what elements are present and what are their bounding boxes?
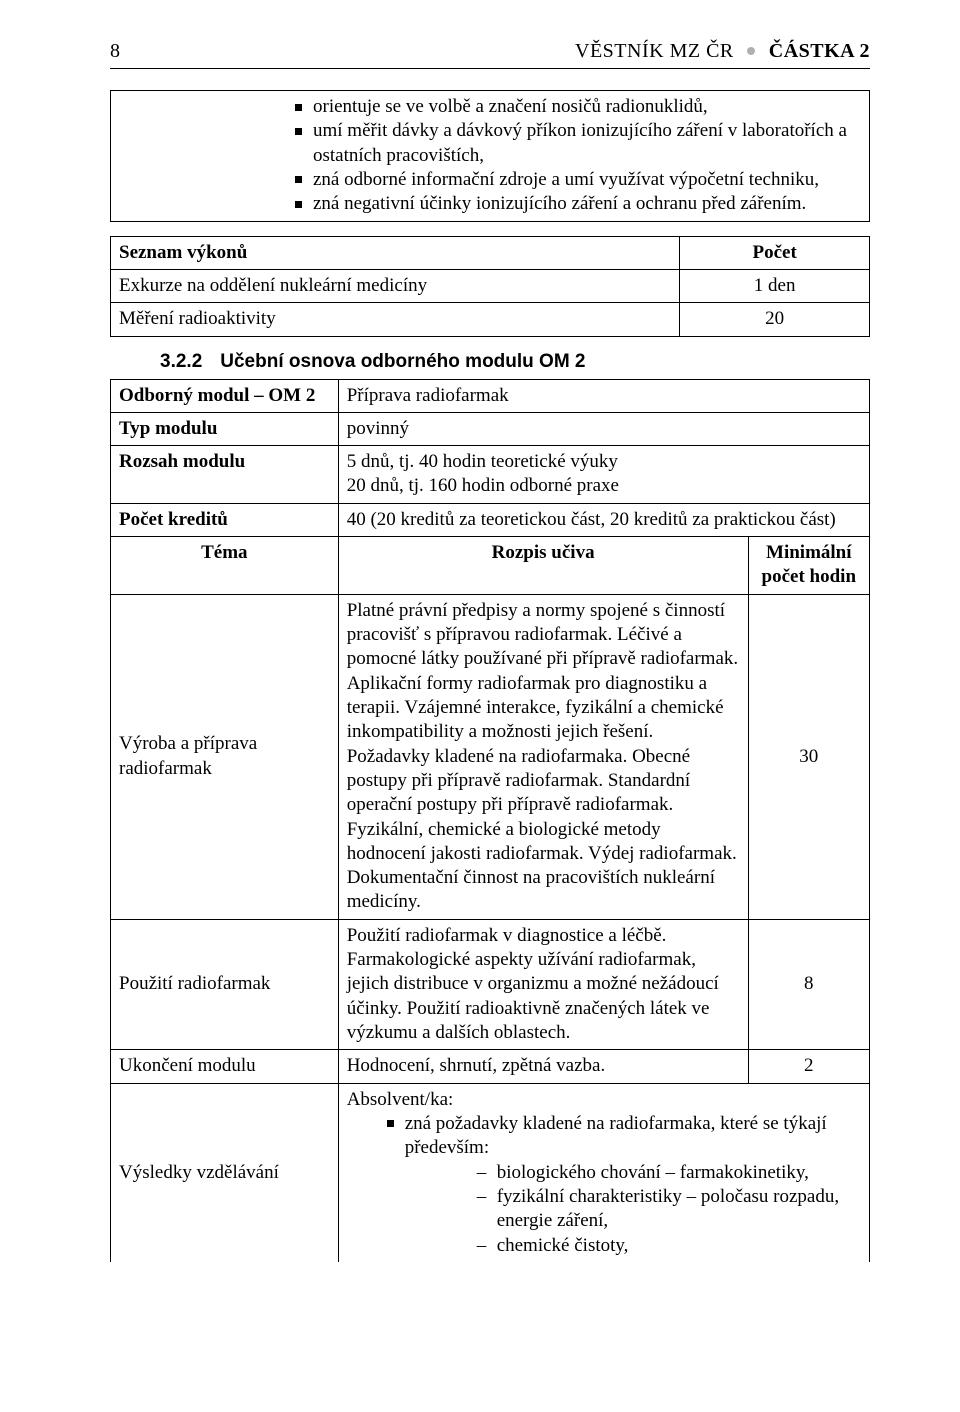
list-item: zná odborné informační zdroje a umí využ… <box>295 168 861 192</box>
extent-line2: 20 dnů, tj. 160 hodin odborné praxe <box>347 475 619 496</box>
closing-value: Hodnocení, shrnutí, zpětná vazba. <box>338 1050 748 1083</box>
module-credits-label: Počet kreditů <box>111 503 339 536</box>
module-extent-label: Rozsah modulu <box>111 446 339 504</box>
outcomes-bullet-text: zná požadavky kladené na radiofarmaka, k… <box>405 1113 827 1158</box>
table-row: Měření radioaktivity 20 <box>111 303 870 336</box>
perf-label: Měření radioaktivity <box>111 303 680 336</box>
module-table: Odborný modul – OM 2 Příprava radiofarma… <box>110 379 870 1262</box>
table-row: Exkurze na oddělení nukleární medicíny 1… <box>111 269 870 302</box>
closing-label: Ukončení modulu <box>111 1050 339 1083</box>
content-head-hours: Minimální počet hodin <box>748 537 869 595</box>
content-hours: 30 <box>748 594 869 919</box>
table-row: Typ modulu povinný <box>111 412 870 445</box>
module-type-value: povinný <box>338 412 869 445</box>
list-item: orientuje se ve volbě a značení nosičů r… <box>295 95 861 119</box>
content-head-topic: Téma <box>111 537 339 595</box>
section-number: 3.2.2 <box>160 351 202 372</box>
header-rule <box>110 68 870 69</box>
intro-bullets-cell: orientuje se ve volbě a značení nosičů r… <box>111 91 870 222</box>
list-item: biologického chování – farmakokinetiky, <box>477 1161 861 1185</box>
outcomes-sublist: biologického chování – farmakokinetiky, … <box>405 1161 861 1258</box>
section-heading: 3.2.2 Učební osnova odborného modulu OM 2 <box>160 351 870 373</box>
content-topic: Použití radiofarmak <box>111 919 339 1050</box>
perf-value: 20 <box>680 303 870 336</box>
page-header: 8 VĚSTNÍK MZ ČR ČÁSTKA 2 <box>110 40 870 72</box>
issue-label: ČÁSTKA 2 <box>769 40 870 62</box>
content-body: Platné právní předpisy a normy spojené s… <box>338 594 748 919</box>
module-name-label: Odborný modul – OM 2 <box>111 379 339 412</box>
content-body: Použití radiofarmak v diagnostice a léčb… <box>338 919 748 1050</box>
hours-head-line1: Minimální <box>766 542 852 563</box>
hours-head-line2: počet hodin <box>762 566 857 587</box>
table-row: Počet kreditů 40 (20 kreditů za teoretic… <box>111 503 870 536</box>
table-row: Výsledky vzdělávání Absolvent/ka: zná po… <box>111 1083 870 1262</box>
intro-bullets-list: orientuje se ve volbě a značení nosičů r… <box>281 95 861 217</box>
table-row: Použití radiofarmak Použití radiofarmak … <box>111 919 870 1050</box>
perf-label: Exkurze na oddělení nukleární medicíny <box>111 269 680 302</box>
perf-head-left: Seznam výkonů <box>111 236 680 269</box>
extent-line1: 5 dnů, tj. 40 hodin teoretické výuky <box>347 451 618 472</box>
content-head-body: Rozpis učiva <box>338 537 748 595</box>
outcomes-bullet-list: zná požadavky kladené na radiofarmaka, k… <box>347 1112 861 1258</box>
performance-table: Seznam výkonů Počet Exkurze na oddělení … <box>110 236 870 337</box>
list-item: chemické čistoty, <box>477 1234 861 1258</box>
outcomes-bullet: zná požadavky kladené na radiofarmaka, k… <box>387 1112 861 1258</box>
content-header-row: Téma Rozpis učiva Minimální počet hodin <box>111 537 870 595</box>
perf-head-right: Počet <box>680 236 870 269</box>
page-number: 8 <box>110 40 120 63</box>
list-item: umí měřit dávky a dávkový příkon ionizuj… <box>295 119 861 168</box>
content-hours: 8 <box>748 919 869 1050</box>
table-row: Ukončení modulu Hodnocení, shrnutí, zpět… <box>111 1050 870 1083</box>
journal-name: VĚSTNÍK MZ ČR <box>575 40 734 62</box>
table-row: Rozsah modulu 5 dnů, tj. 40 hodin teoret… <box>111 446 870 504</box>
header-title: VĚSTNÍK MZ ČR ČÁSTKA 2 <box>575 40 870 63</box>
module-credits-value: 40 (20 kreditů za teoretickou část, 20 k… <box>338 503 869 536</box>
table-row: Výroba a příprava radiofarmak Platné prá… <box>111 594 870 919</box>
module-extent-value: 5 dnů, tj. 40 hodin teoretické výuky 20 … <box>338 446 869 504</box>
outcomes-label: Výsledky vzdělávání <box>111 1083 339 1262</box>
separator-dot-icon <box>747 47 755 55</box>
module-type-label: Typ modulu <box>111 412 339 445</box>
content-topic: Výroba a příprava radiofarmak <box>111 594 339 919</box>
outcomes-lead: Absolvent/ka: <box>347 1088 861 1112</box>
outcomes-body: Absolvent/ka: zná požadavky kladené na r… <box>338 1083 869 1262</box>
list-item: fyzikální charakteristiky – poločasu roz… <box>477 1185 861 1234</box>
perf-value: 1 den <box>680 269 870 302</box>
intro-bullets-table: orientuje se ve volbě a značení nosičů r… <box>110 90 870 222</box>
list-item: zná negativní účinky ionizujícího záření… <box>295 192 861 216</box>
module-name-value: Příprava radiofarmak <box>338 379 869 412</box>
section-title: Učební osnova odborného modulu OM 2 <box>220 351 585 372</box>
table-row: Odborný modul – OM 2 Příprava radiofarma… <box>111 379 870 412</box>
closing-hours: 2 <box>748 1050 869 1083</box>
